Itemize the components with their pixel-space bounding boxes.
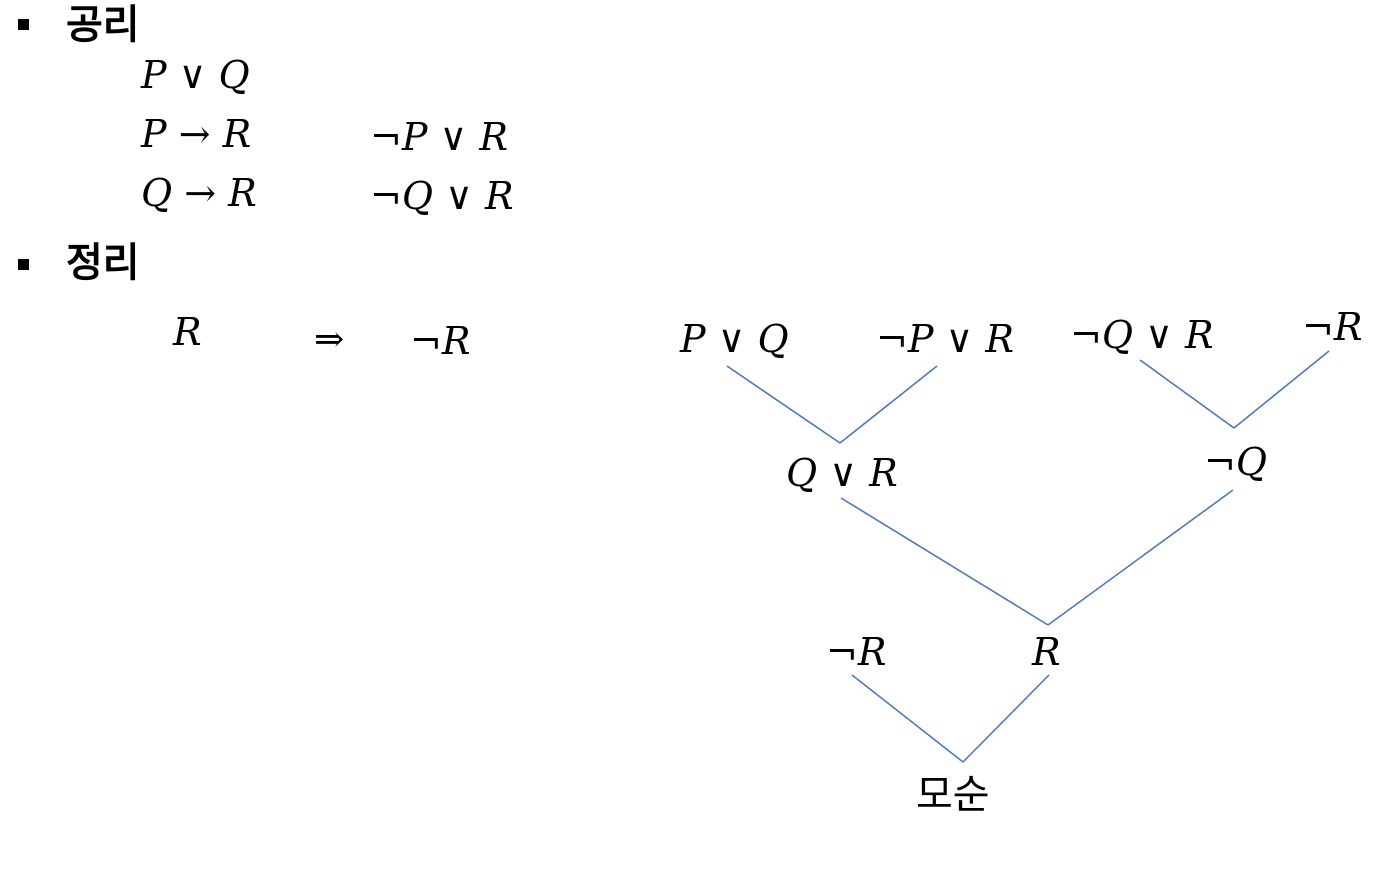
tree-node-r: R xyxy=(1032,630,1061,674)
tree-node-q-or-r: Q ∨ R xyxy=(786,451,898,495)
axiom-2-formula: P → R xyxy=(141,112,252,156)
bullet-theorem xyxy=(18,259,29,270)
axiom-3-clause: ¬Q ∨ R xyxy=(370,174,514,218)
bullet-axioms xyxy=(18,19,29,30)
axiom-3-formula: Q → R xyxy=(141,171,257,215)
edge-nr-to-nq xyxy=(1233,350,1330,429)
heading-axioms: 공리 xyxy=(66,2,140,48)
edge-nr-to-contradiction xyxy=(851,674,964,763)
heading-theorem: 정리 xyxy=(66,240,140,286)
edge-npr-to-qr xyxy=(839,365,938,444)
theorem-goal: R xyxy=(173,310,202,354)
edge-qr-to-r xyxy=(840,497,1049,626)
tree-leaf-not-r: ¬R xyxy=(1302,305,1363,349)
implication-arrow: ⇒ xyxy=(314,319,345,360)
tree-node-not-r: ¬R xyxy=(826,630,887,674)
theorem-negated-goal: ¬R xyxy=(410,319,471,363)
tree-conclusion-contradiction: 모순 xyxy=(916,772,990,818)
edge-r-to-contradiction xyxy=(962,674,1050,763)
tree-node-not-q: ¬Q xyxy=(1204,440,1267,484)
axiom-1-formula: P ∨ Q xyxy=(141,53,250,97)
edge-nqr-to-nq xyxy=(1139,359,1235,429)
tree-leaf-not-p-or-r: ¬P ∨ R xyxy=(876,317,1014,361)
axiom-2-clause: ¬P ∨ R xyxy=(370,115,508,159)
tree-leaf-p-or-q: P ∨ Q xyxy=(680,317,789,361)
edge-nq-to-r xyxy=(1047,489,1234,626)
tree-leaf-not-q-or-r: ¬Q ∨ R xyxy=(1070,313,1214,357)
edge-pq-to-qr xyxy=(726,365,841,444)
